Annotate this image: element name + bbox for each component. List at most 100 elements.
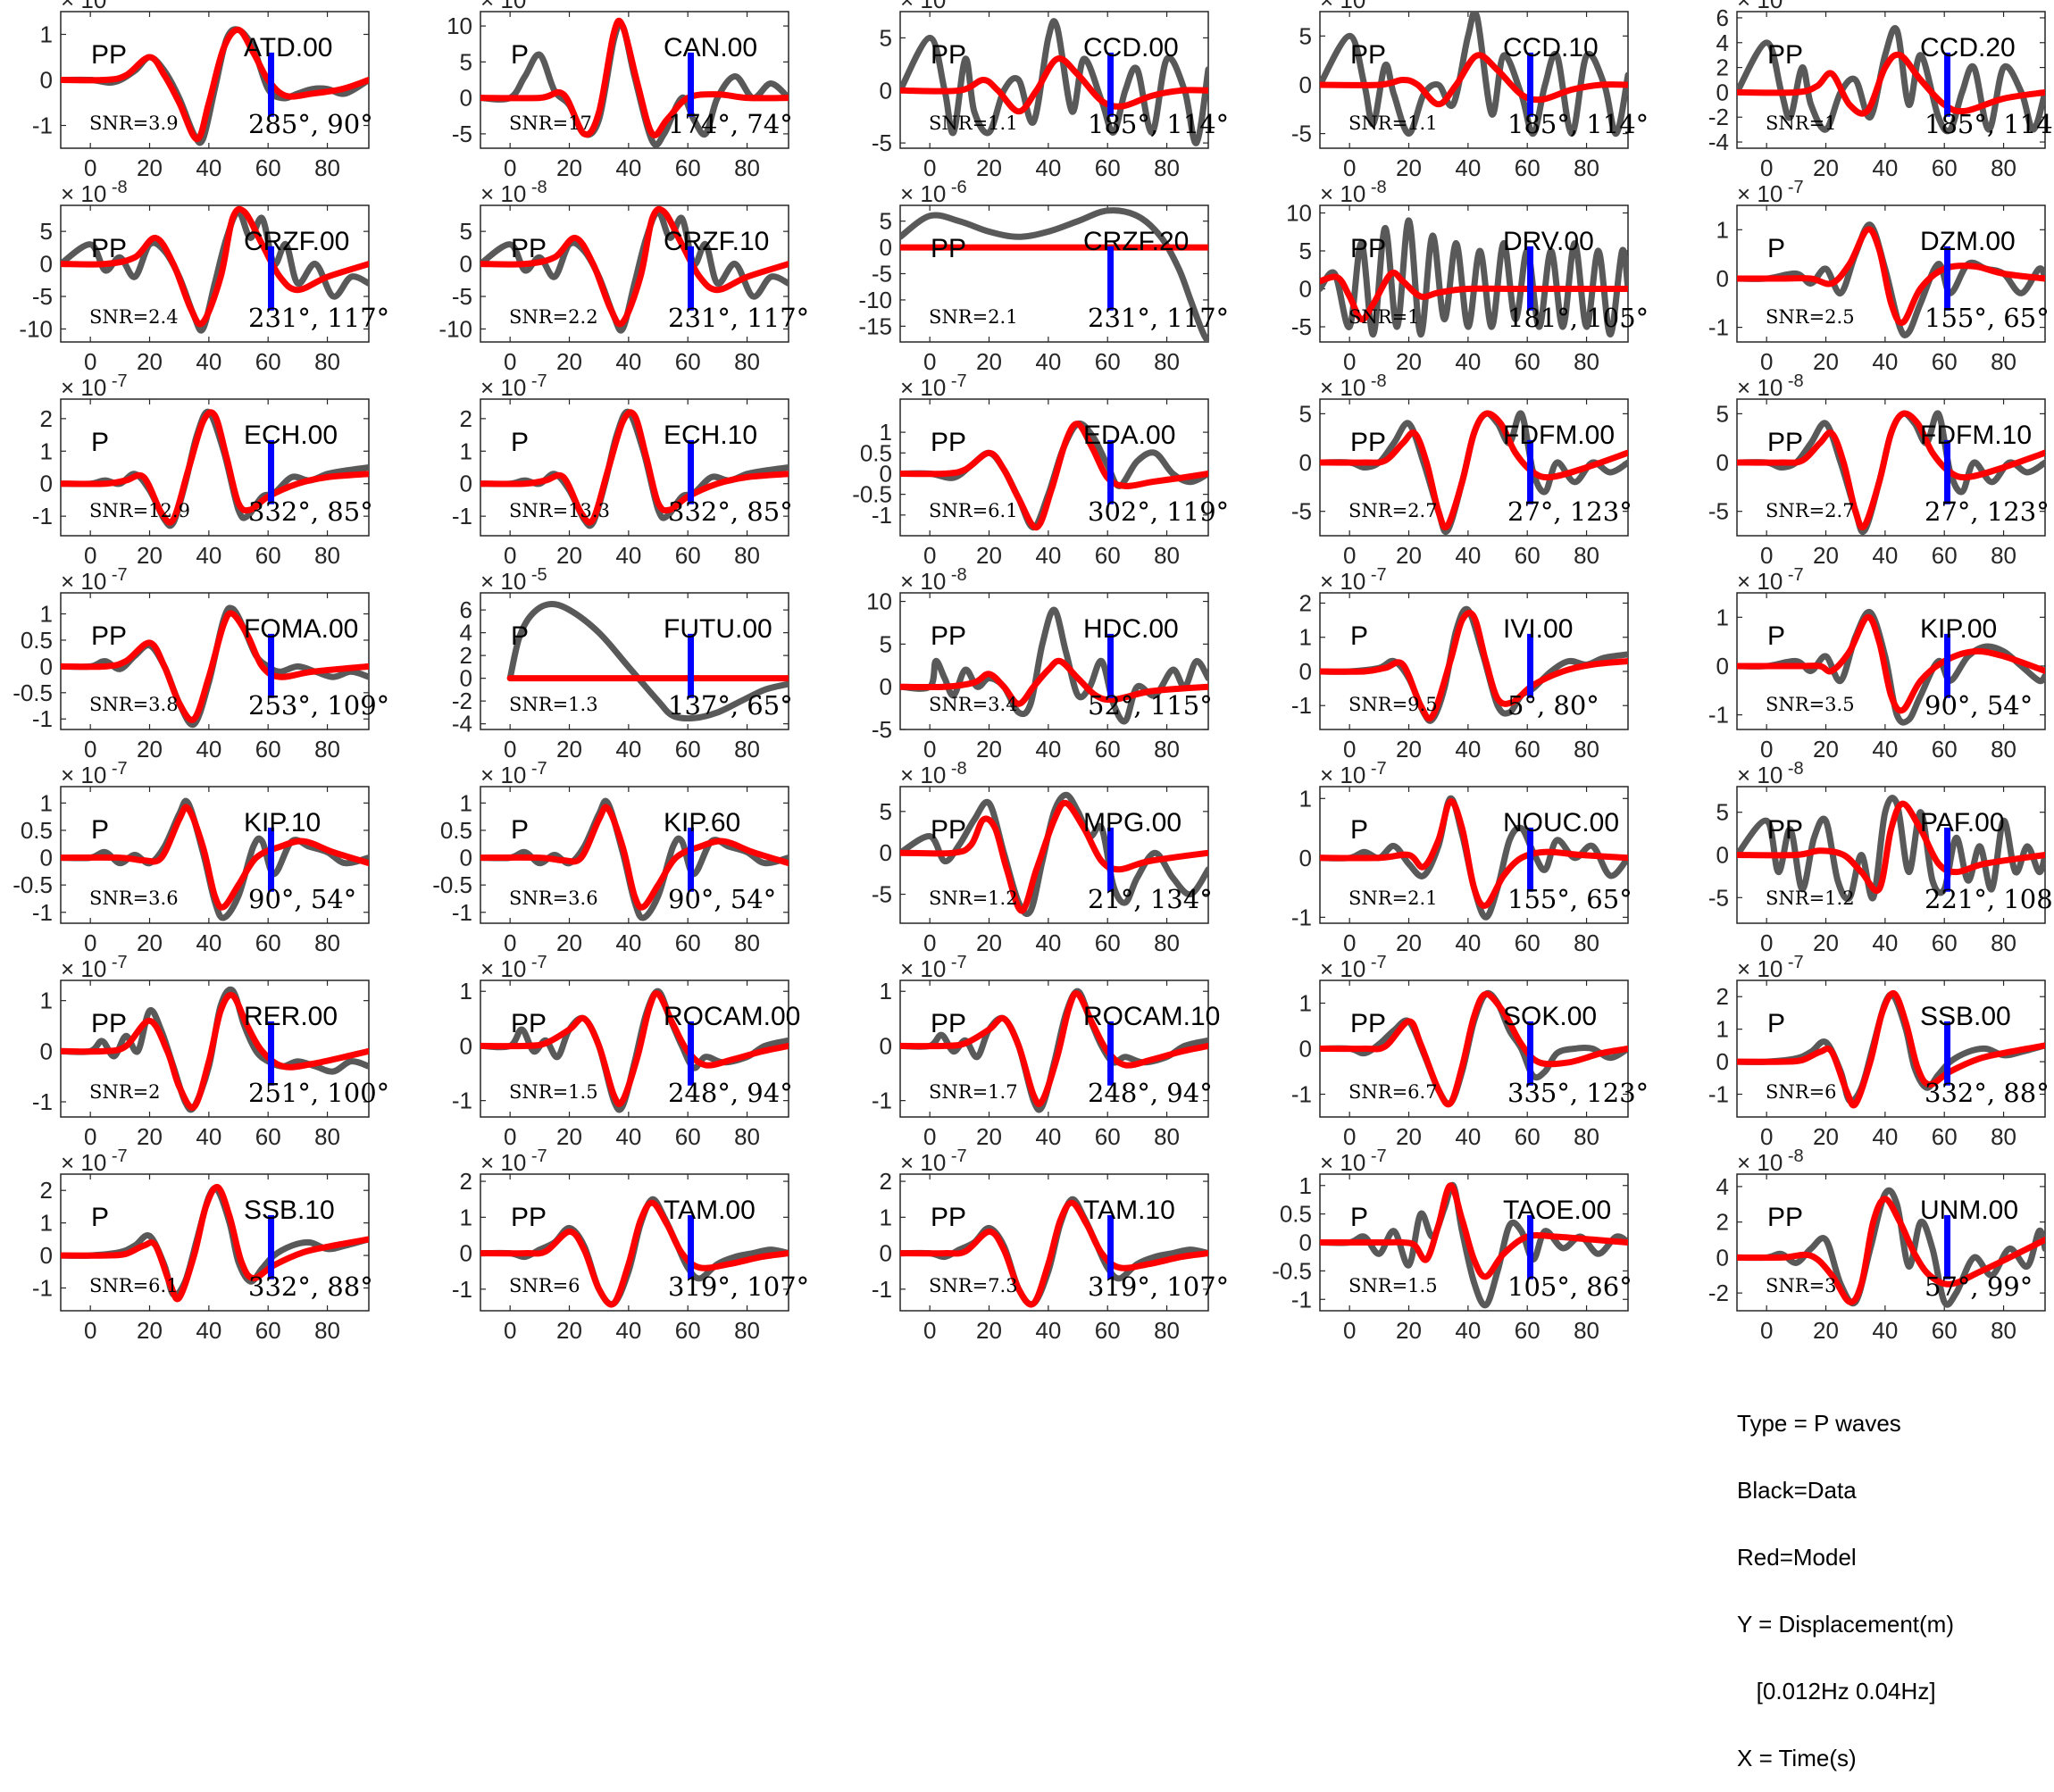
x-tick-label: 80 [1991, 154, 2016, 181]
snr-label: SNR=3.6 [89, 888, 179, 909]
model-series-line [480, 1199, 789, 1308]
x-tick-label: 40 [1455, 929, 1481, 956]
snr-label: SNR=13.3 [509, 500, 610, 521]
snr-label: SNR=3.8 [89, 694, 179, 715]
azimuth-label: 251°, 100° [248, 1078, 389, 1108]
x-tick-label: 20 [976, 736, 1002, 763]
x-tick-label: 40 [1035, 1317, 1061, 1344]
x-tick-label: 40 [615, 1123, 641, 1150]
plot-area [900, 606, 1208, 725]
station-label: IVI.00 [1503, 614, 1573, 644]
y-tick-label: 0 [40, 845, 53, 871]
y-exponent-label: × 10 -7 [61, 0, 128, 13]
x-tick-label: 80 [1574, 154, 1599, 181]
plot-area [61, 986, 369, 1113]
y-tick-label: 1 [460, 978, 472, 1004]
station-label: FDFM.00 [1503, 421, 1615, 450]
phase-label: PP [511, 234, 547, 263]
snr-label: SNR=2.7 [1766, 500, 1855, 521]
plot-area [900, 18, 1208, 146]
y-tick-label: 2 [40, 1177, 53, 1204]
x-tick-label: 0 [1343, 929, 1356, 956]
plot-area [61, 1184, 369, 1303]
y-tick-label: 6 [460, 596, 472, 623]
x-tick-label: 20 [976, 154, 1002, 181]
y-tick-label: -1 [32, 503, 53, 529]
snr-label: SNR=9.5 [1348, 694, 1438, 715]
x-tick-label: 0 [504, 542, 516, 569]
y-exponent-label: × 10 -8 [900, 565, 967, 595]
phase-label: P [1767, 234, 1785, 263]
x-tick-label: 0 [923, 929, 936, 956]
x-tick-label: 40 [196, 348, 221, 375]
y-exponent-label: × 10 -8 [1737, 371, 1804, 401]
y-tick-label: 1 [880, 1204, 892, 1230]
y-tick-label: 1 [1299, 990, 1312, 1017]
azimuth-label: 27°, 123° [1925, 496, 2050, 527]
plot-area [1320, 12, 1628, 138]
y-exponent-label: × 10 -7 [480, 371, 547, 401]
x-tick-label: 80 [1991, 929, 2016, 956]
snr-label: SNR=2.4 [89, 306, 179, 328]
x-tick-label: 40 [1035, 348, 1061, 375]
y-tick-label: 0 [1716, 79, 1729, 105]
model-series-line [1737, 1196, 2045, 1305]
y-exponent-label: × 10 -7 [1320, 759, 1387, 788]
y-tick-label: 0 [40, 653, 53, 679]
x-tick-label: 20 [137, 1123, 163, 1150]
x-tick-label: 80 [1154, 542, 1180, 569]
azimuth-label: 231°, 117° [668, 303, 809, 333]
panel-nouc-00: 0 20 40 60 80 1 0 -1 × 10 -7 P NOUC.00 SNR=2.1 155°,… [1291, 759, 1632, 956]
snr-label: SNR=6.7 [1348, 1081, 1438, 1103]
y-tick-label: 0 [460, 665, 472, 692]
y-tick-label: -10 [858, 287, 892, 313]
plot-area [900, 791, 1208, 917]
y-tick-label: -4 [1708, 129, 1729, 155]
panel-tam-10: 0 20 40 60 80 2 1 0 -1 × 10 -7 PP TAM.10 SNR=7.3 319°… [872, 1146, 1229, 1344]
y-exponent-label: × 10 -8 [1320, 178, 1387, 207]
y-tick-label: 10 [1286, 200, 1312, 227]
y-tick-label: -1 [872, 1088, 892, 1114]
panel-fdfm-10: 0 20 40 60 80 5 0 -5 × 10 -8 PP FDFM.10 SNR=2.7 27°,… [1708, 371, 2050, 569]
y-exponent-label: × 10 -6 [900, 178, 967, 207]
azimuth-label: 319°, 107° [668, 1271, 809, 1302]
plot-area [1737, 608, 2045, 726]
station-label: KIP.00 [1920, 614, 1997, 644]
x-tick-label: 80 [314, 1317, 340, 1344]
data-series-line [1320, 12, 1628, 138]
x-tick-label: 40 [1035, 929, 1061, 956]
plot-area [480, 17, 789, 148]
y-tick-label: 5 [460, 218, 472, 245]
x-tick-label: 0 [504, 1123, 516, 1150]
y-tick-label: 2 [1716, 54, 1729, 81]
x-tick-label: 40 [1872, 154, 1898, 181]
x-tick-label: 40 [615, 1317, 641, 1344]
x-tick-label: 20 [1813, 1317, 1839, 1344]
phase-label: PP [1767, 1203, 1803, 1232]
snr-label: SNR=2.5 [1766, 306, 1855, 328]
x-tick-label: 20 [1813, 542, 1839, 569]
station-label: ECH.10 [664, 421, 757, 450]
plot-area [1737, 990, 2045, 1109]
y-tick-label: 2 [40, 405, 53, 432]
axes-frame [60, 592, 370, 730]
azimuth-label: 332°, 85° [668, 496, 793, 527]
x-tick-label: 60 [1515, 154, 1540, 181]
x-tick-label: 80 [1574, 1317, 1599, 1344]
snr-label: SNR=2.2 [509, 306, 598, 328]
y-tick-label: 5 [880, 798, 892, 825]
x-tick-label: 0 [1760, 1123, 1773, 1150]
snr-label: SNR=3.6 [509, 888, 598, 909]
snr-label: SNR=1.2 [929, 888, 1018, 909]
model-series-line [480, 804, 789, 911]
x-tick-label: 0 [504, 1317, 516, 1344]
phase-label: PP [1767, 815, 1803, 845]
station-label: CRZF.20 [1083, 227, 1189, 256]
panel-rer-00: 0 20 40 60 80 1 0 -1 × 10 -7 PP RER.00 SNR=2 251°, 1… [32, 953, 389, 1150]
y-exponent-label: × 10 -7 [61, 371, 128, 401]
x-tick-label: 0 [504, 929, 516, 956]
y-tick-label: 0 [1299, 845, 1312, 871]
model-series-line [900, 1199, 1208, 1308]
